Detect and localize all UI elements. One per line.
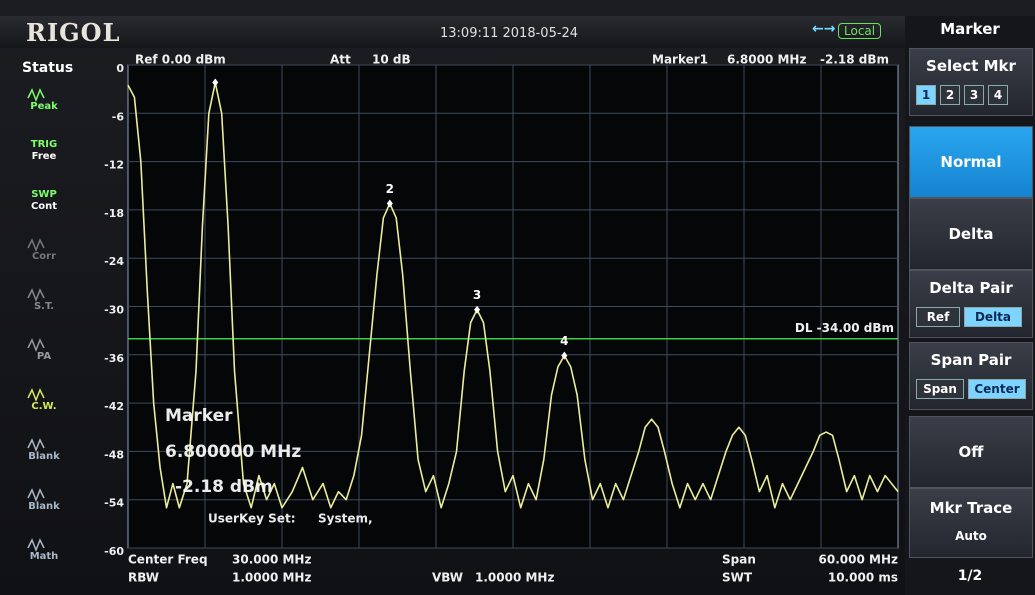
vbw-value: 1.0000 MHz: [475, 571, 554, 585]
y-tick-label: -24: [104, 255, 124, 268]
marker-point: [561, 351, 568, 360]
status-item-label: Corr: [32, 251, 56, 262]
y-tick-label: -12: [104, 159, 124, 172]
y-tick-label: -30: [104, 304, 124, 317]
brand: RIGOL: [26, 18, 121, 47]
status-icon: [27, 338, 45, 353]
y-tick-label: -60: [104, 545, 124, 558]
overlay-freq: 6.800000 MHz: [165, 442, 301, 462]
marker-point: [212, 78, 219, 87]
marker-readout-name: Marker1: [652, 53, 708, 67]
marker-label: 3: [473, 288, 481, 302]
center-label: Center Freq: [128, 553, 208, 567]
overlay-title: Marker: [165, 406, 233, 426]
mkr-trace-value: Auto: [955, 529, 987, 543]
delta-pair-option[interactable]: Delta: [964, 307, 1022, 327]
marker-point: [386, 199, 393, 208]
span-value: 60.000 MHz: [819, 553, 898, 567]
y-tick-label: -36: [104, 352, 124, 365]
center-value: 30.000 MHz: [232, 553, 311, 567]
status-item-label: S.T.: [34, 301, 54, 312]
delta-pair-label: Delta Pair: [929, 279, 1013, 297]
status-item-label: C.W.: [31, 401, 56, 412]
status-icon: [27, 438, 45, 453]
status-item-label: Blank: [28, 451, 60, 462]
userkey-value: System,: [318, 512, 373, 526]
off-button[interactable]: Off: [909, 416, 1033, 488]
spectrum-trace: [127, 81, 899, 509]
status-item-label: Peak: [30, 101, 58, 112]
select-mkr-option[interactable]: 4: [988, 85, 1008, 105]
vbw-label: VBW: [432, 571, 463, 585]
status-item-label: Blank: [28, 501, 60, 512]
status-item-label: Cont: [31, 201, 57, 212]
page-indicator[interactable]: 1/2: [957, 568, 983, 584]
delta-pair-option[interactable]: Ref: [916, 307, 960, 327]
status-item-label: Math: [30, 551, 59, 562]
delta-pair[interactable]: Delta Pair Ref Delta: [909, 270, 1033, 338]
softkey-menu: Marker Select Mkr 1 2 3 4 Normal Delta Delta Pai…: [905, 16, 1035, 595]
marker-readout-level: -2.18 dBm: [820, 53, 889, 67]
status-icon: [27, 388, 45, 403]
rbw-label: RBW: [128, 571, 159, 585]
y-tick-label: -54: [104, 497, 124, 510]
status-icon: [27, 238, 45, 253]
select-mkr-label: Select Mkr: [926, 57, 1016, 75]
status-item-label: TRIG: [31, 139, 57, 150]
spectrum-plot: 0 -6 -12 -18 -24 -30 -36 -42 -48 -54 -60 DL -34.00 …: [27, 53, 899, 585]
status-item-label: Free: [32, 151, 57, 162]
remote-status: Local: [838, 23, 882, 39]
select-mkr-option[interactable]: 3: [964, 85, 984, 105]
status-item-label: PA: [37, 351, 51, 362]
mkr-trace-button[interactable]: Mkr Trace Auto: [909, 488, 1033, 558]
usb-icon: ←→: [812, 21, 836, 37]
y-tick-label: -18: [104, 207, 124, 220]
status-icon: [27, 488, 45, 503]
delta-button[interactable]: Delta: [909, 198, 1033, 270]
select-mkr-option[interactable]: 2: [940, 85, 960, 105]
normal-button[interactable]: Normal: [909, 126, 1033, 198]
status-icon: [27, 88, 45, 103]
marker-readout-freq: 6.8000 MHz: [727, 53, 806, 67]
status-title: Status: [22, 60, 74, 76]
y-tick-label: 0: [116, 62, 124, 75]
marker-point: [474, 305, 481, 314]
userkey-label: UserKey Set:: [208, 512, 296, 526]
overlay-level: -2.18 dBm: [175, 477, 273, 497]
swt-value: 10.000 ms: [828, 571, 898, 585]
top-bar: [0, 16, 905, 48]
marker-label: 4: [560, 334, 568, 348]
status-item-label: SWP: [31, 189, 57, 200]
rbw-value: 1.0000 MHz: [232, 571, 311, 585]
span-pair-option[interactable]: Span: [916, 379, 964, 399]
att-value: 10 dB: [372, 53, 411, 67]
datetime: 13:09:11 2018-05-24: [440, 26, 579, 41]
mkr-trace-label: Mkr Trace: [929, 499, 1013, 517]
span-pair[interactable]: Span Pair Span Center: [909, 342, 1033, 410]
span-pair-label: Span Pair: [930, 351, 1012, 369]
marker-label: 2: [386, 182, 394, 196]
y-tick-label: -48: [104, 448, 124, 461]
menu-title: Marker: [940, 20, 1000, 38]
y-tick-label: -6: [112, 110, 125, 123]
status-icon: [27, 288, 45, 303]
ref-level: Ref 0.00 dBm: [135, 53, 226, 67]
select-mkr-option[interactable]: 1: [916, 85, 936, 105]
span-label: Span: [722, 553, 756, 567]
display-line-label: DL -34.00 dBm: [795, 321, 894, 335]
y-tick-label: -42: [104, 400, 124, 413]
status-icon: [27, 538, 45, 553]
select-mkr[interactable]: Select Mkr 1 2 3 4: [909, 48, 1033, 116]
span-pair-option[interactable]: Center: [968, 379, 1026, 399]
att-label: Att: [330, 53, 351, 67]
swt-label: SWT: [722, 571, 753, 585]
